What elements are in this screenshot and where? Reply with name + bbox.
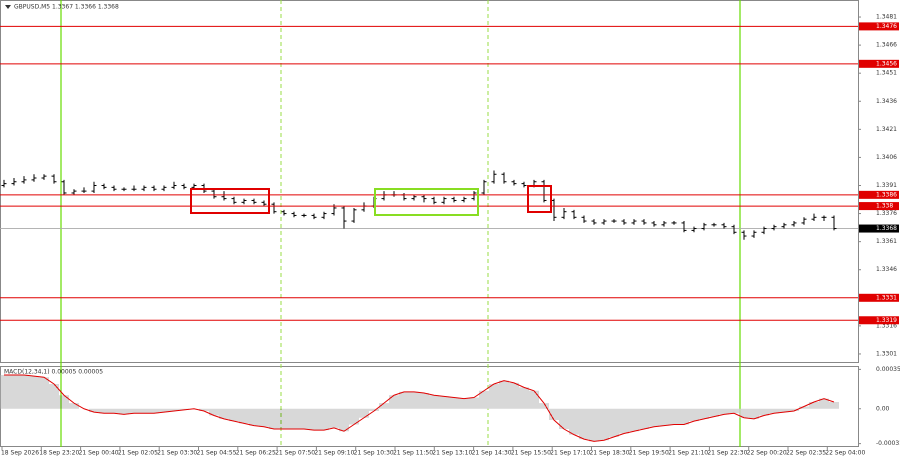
x-tick-label: 21 Sep 13:10 [432, 450, 472, 457]
x-tick-label: 21 Sep 18:30 [589, 450, 629, 457]
x-tick-label: 22 Sep 00:20 [747, 450, 787, 457]
current-price-box [859, 224, 899, 233]
level-label: 1.3456 [876, 60, 897, 67]
y-tick-label: 0.00 [876, 405, 890, 412]
x-tick-label: 21 Sep 04:55 [196, 450, 236, 457]
level-label: 1.3386 [876, 191, 897, 198]
y-tick-label: 1.3406 [876, 154, 897, 161]
collapse-icon [5, 5, 11, 9]
x-tick-label: 21 Sep 21:10 [668, 450, 708, 457]
x-tick-label: 21 Sep 07:50 [275, 450, 315, 457]
x-tick-label: 22 Sep 02:35 [786, 450, 826, 457]
level-label: 1.3476 [876, 23, 897, 30]
price-panel [0, 0, 859, 363]
highlight-box [374, 188, 479, 216]
x-tick-label: 21 Sep 09:10 [314, 450, 354, 457]
level-label-box [859, 293, 899, 302]
level-label: 1.3331 [876, 294, 897, 301]
level-label-box [859, 22, 899, 31]
x-tick-label: 22 Sep 04:00 [825, 450, 865, 457]
y-tick-label: 1.3301 [876, 350, 897, 357]
level-label-box [859, 202, 899, 211]
chart-title: GBPUSD,M5 1.3367 1.3366 1.3368 [14, 4, 119, 11]
x-tick-label: 21 Sep 03:30 [157, 450, 197, 457]
level-label: 1.3319 [876, 317, 897, 324]
x-tick-label: 21 Sep 19:50 [629, 450, 669, 457]
level-label-box [859, 316, 899, 325]
x-tick-label: 21 Sep 00:40 [79, 450, 119, 457]
y-tick-label: 0.00035 [876, 366, 900, 373]
x-tick-label: 21 Sep 15:50 [511, 450, 551, 457]
level-label-box [859, 190, 899, 199]
level-label: 1.338 [876, 203, 893, 210]
x-tick-label: 21 Sep 14:30 [472, 450, 512, 457]
x-tick-label: 18 Sep 23:20 [39, 450, 79, 457]
x-tick-label: 21 Sep 17:10 [550, 450, 590, 457]
x-tick-label: 21 Sep 06:25 [236, 450, 276, 457]
y-tick-label: 1.3481 [876, 14, 897, 21]
macd-title: MACD(12,34,1) 0.00005 0.00005 [4, 369, 103, 376]
y-tick-label: 1.3436 [876, 98, 897, 105]
y-tick-label: 1.3376 [876, 210, 897, 217]
x-tick-label: 21 Sep 22:30 [707, 450, 747, 457]
marks: 1.3481 1.3466 1.3451 1.3436 1.3421 1.3406 1.33… [0, 14, 900, 457]
y-tick-label: 1.3361 [876, 238, 897, 245]
level-label-box [859, 59, 899, 68]
y-tick-label: 1.3391 [876, 182, 897, 189]
y-tick-label: 1.3421 [876, 126, 897, 133]
y-tick-label: 1.3466 [876, 42, 897, 49]
x-tick-label: 21 Sep 10:30 [354, 450, 394, 457]
highlight-box [527, 185, 552, 213]
y-tick-label: 1.3451 [876, 70, 897, 77]
x-tick-label: 21 Sep 11:50 [393, 450, 433, 457]
y-tick-label: 1.3346 [876, 266, 897, 273]
x-tick-label: 18 Sep 2026 [1, 450, 39, 457]
highlight-box [190, 188, 270, 214]
x-tick-label: 21 Sep 02:05 [118, 450, 158, 457]
signal-line [4, 374, 835, 442]
y-tick-label: 1.3316 [876, 322, 897, 329]
current-price-label: 1.3368 [876, 225, 897, 232]
